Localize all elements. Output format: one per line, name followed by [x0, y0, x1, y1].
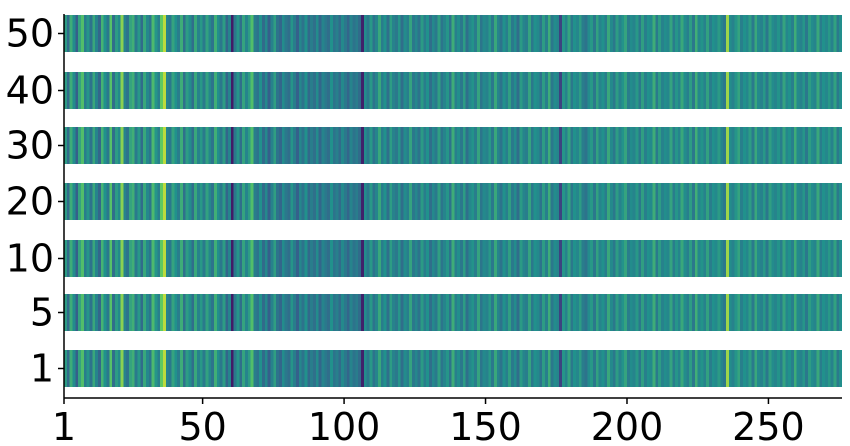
y-tick-label: 40 — [6, 69, 54, 113]
y-tick-label: 20 — [6, 180, 54, 224]
heatmap-rows — [64, 15, 842, 387]
x-tick-label: 1 — [52, 405, 76, 446]
x-tick-label: 250 — [732, 405, 805, 446]
x-tick-label: 50 — [178, 405, 226, 446]
x-axis-ticks: 1 50 100 150 200 250 — [52, 398, 805, 446]
heatmap-row-50 — [64, 15, 842, 52]
heatmap-row-40 — [64, 72, 842, 109]
y-tick-label: 10 — [6, 237, 54, 281]
y-axis-ticks: 1 5 10 20 30 40 50 — [6, 12, 64, 391]
x-tick-label: 100 — [308, 405, 381, 446]
y-tick-label: 50 — [6, 12, 54, 56]
heatmap-row-10 — [64, 240, 842, 277]
y-tick-label: 1 — [30, 347, 54, 391]
y-tick-label: 5 — [30, 291, 54, 335]
y-tick-label: 30 — [6, 124, 54, 168]
x-tick-label: 150 — [449, 405, 522, 446]
heatmap-row-20 — [64, 183, 842, 220]
x-tick-label: 200 — [591, 405, 664, 446]
heatmap-row-30 — [64, 127, 842, 164]
heatmap-row-1 — [64, 350, 842, 387]
heatmap-row-5 — [64, 294, 842, 331]
